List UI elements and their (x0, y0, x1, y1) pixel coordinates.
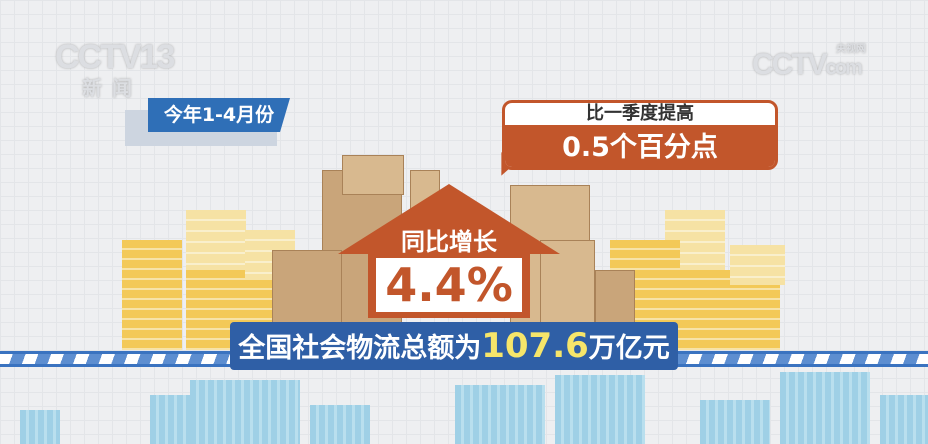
period-tag: 今年1-4月份 (148, 98, 290, 132)
growth-value: 4.4% (376, 258, 522, 312)
callout-value: 0.5个百分点 (505, 125, 775, 167)
callout-title: 比一季度提高 (586, 103, 694, 124)
city-building (190, 380, 300, 444)
city-building (555, 375, 645, 444)
cardboard-box (595, 270, 635, 330)
cardboard-box (272, 250, 342, 330)
cctv13-news-label: 新闻 (82, 78, 142, 100)
city-building (455, 385, 545, 444)
city-building (780, 372, 870, 444)
headline-banner: 全国社会物流总额为107.6万亿元 (230, 322, 678, 370)
cctv13-logo: CCTV13 (55, 38, 175, 76)
city-building (310, 405, 370, 444)
banner-prefix: 全国社会物流总额为 (238, 333, 482, 364)
cardboard-box (342, 155, 404, 195)
banner-value: 107.6 (481, 326, 589, 366)
growth-label: 同比增长 (401, 228, 497, 256)
city-building (20, 410, 60, 444)
block-building (122, 240, 182, 350)
cardboard-box (540, 240, 595, 330)
banner-suffix: 万亿元 (588, 333, 670, 364)
city-building (700, 400, 770, 444)
cctv-com-logo: CCTVcom (752, 48, 863, 81)
city-building (880, 395, 928, 444)
block-building (730, 245, 785, 285)
cctv-com-cn: 央视网 (836, 44, 866, 55)
callout-bubble: 比一季度提高 0.5个百分点 (502, 100, 778, 170)
